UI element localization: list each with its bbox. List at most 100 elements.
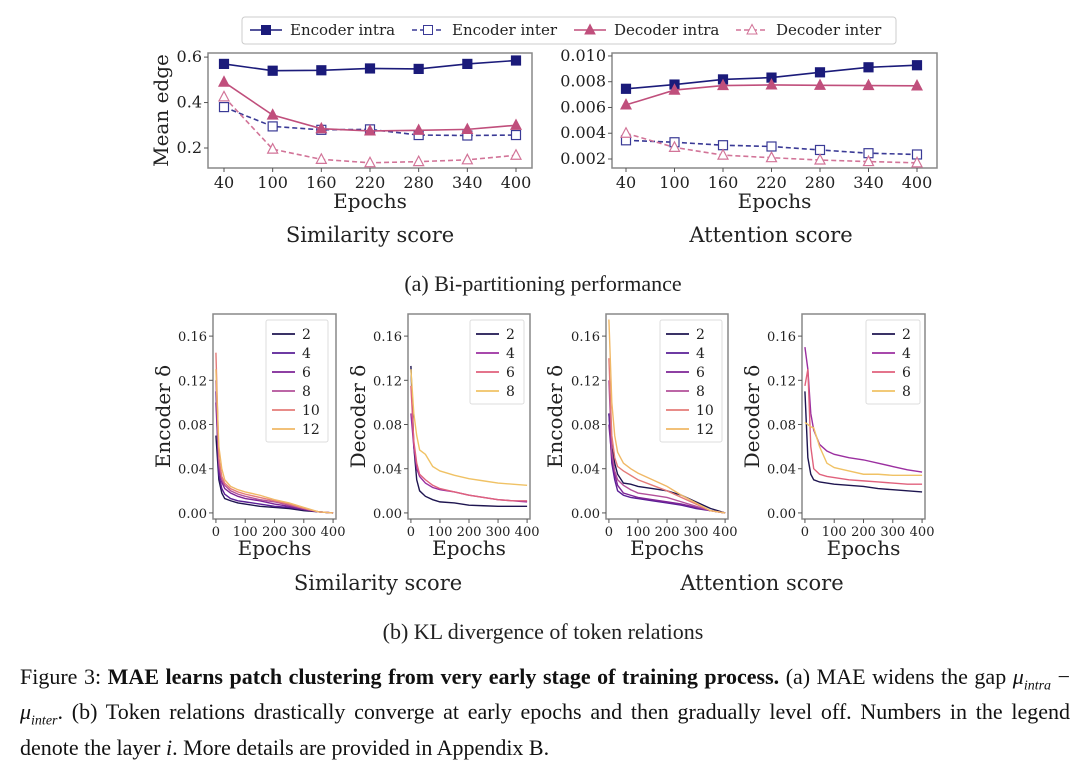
- y-axis-label: Encoder δ: [151, 365, 175, 468]
- legend-marker-triangle: [746, 23, 758, 35]
- caption-part2: . (b) Token relations drastically conver…: [20, 699, 1070, 760]
- data-point-triangle: [218, 90, 230, 102]
- legend-marker-square: [423, 25, 433, 35]
- legend-label: 12: [696, 422, 714, 438]
- y-tick-label: 0.04: [373, 463, 402, 478]
- y-tick-label: 0.00: [178, 507, 207, 522]
- chart-panel-1: 0.002 0.004 0.006 0.008 0.010 40 100 160 220 280 3…: [560, 46, 938, 213]
- legend-label: 8: [302, 384, 311, 400]
- data-point-triangle: [862, 78, 875, 91]
- data-point-triangle: [364, 124, 376, 136]
- caption-label: Figure 3:: [20, 664, 102, 689]
- y-tick-label: 0.16: [373, 330, 402, 345]
- legend-label: Decoder inter: [776, 21, 882, 39]
- caption-part1: (a) MAE widens the gap: [785, 664, 1007, 689]
- data-point-triangle: [862, 154, 875, 167]
- data-point-triangle: [218, 75, 230, 87]
- legend-box: [865, 319, 921, 405]
- legend-label: 10: [696, 403, 714, 419]
- top-legend: Encoder intra Encoder inter Decoder intra D…: [241, 16, 897, 45]
- y-tick-label: 0.00: [571, 507, 600, 522]
- x-tick-label: 340: [853, 173, 884, 192]
- data-point-triangle: [765, 150, 778, 163]
- y-tick-label: 0.12: [767, 374, 796, 389]
- y-tick-label: 0.16: [571, 330, 600, 345]
- series-line-6: [410, 385, 528, 502]
- data-point-triangle: [911, 79, 923, 91]
- x-tick-label: 200: [457, 525, 482, 540]
- series-line-2: [608, 413, 726, 514]
- legend-label: 4: [696, 346, 705, 362]
- subcaption-a: (a) Bi-partitioning performance: [404, 271, 681, 296]
- y-tick-label: 0.04: [767, 463, 796, 478]
- y-tick-label: 0.00: [373, 507, 402, 522]
- legend-box: [469, 319, 525, 405]
- legend-label: 6: [506, 365, 515, 381]
- y-tick-label: 0.2: [177, 138, 202, 157]
- mu-symbol: μ: [20, 699, 32, 725]
- series-line-8: [804, 421, 923, 477]
- data-point-square: [620, 83, 632, 94]
- x-tick-label: 220: [355, 173, 386, 192]
- legend-label: 4: [506, 346, 515, 362]
- data-point-square: [218, 101, 230, 113]
- data-point-triangle: [620, 126, 632, 138]
- data-point-square: [766, 141, 777, 152]
- x-tick-label: 340: [452, 173, 483, 192]
- data-point-triangle: [717, 148, 729, 160]
- data-point-square: [911, 60, 923, 71]
- data-point-triangle: [765, 78, 778, 90]
- x-tick-label: 200: [655, 525, 680, 540]
- x-tick-label: 280: [403, 173, 434, 192]
- caption-bold: MAE learns patch clustering from very ea…: [107, 664, 780, 689]
- y-tick-label: 0.08: [178, 419, 207, 434]
- x-tick-label: 400: [501, 173, 532, 192]
- y-axis-label: Mean edge: [149, 54, 173, 167]
- data-point-square: [510, 55, 522, 66]
- data-point-triangle: [266, 108, 279, 120]
- y-tick-label: 0.6: [177, 47, 202, 66]
- x-tick-label: 160: [306, 173, 337, 192]
- legend-label: 12: [302, 422, 320, 438]
- data-point-square: [510, 129, 522, 141]
- y-axis-label: Encoder δ: [543, 365, 567, 468]
- inter-subscript: inter: [31, 713, 58, 729]
- data-point-triangle: [315, 121, 328, 134]
- legend-label: 6: [302, 365, 311, 381]
- series-line-2: [410, 365, 528, 507]
- x-tick-label: 300: [486, 525, 511, 540]
- legend-label: Encoder inter: [452, 21, 558, 39]
- x-tick-label: 0: [801, 525, 809, 540]
- x-tick-label: 300: [684, 525, 709, 540]
- x-tick-label: 400: [910, 525, 935, 540]
- subcaption-b: (b) KL divergence of token relations: [383, 619, 704, 644]
- x-tick-label: 0: [212, 525, 220, 540]
- data-point-square: [814, 67, 826, 78]
- intra-subscript: intra: [1023, 678, 1052, 694]
- data-point-triangle: [620, 98, 632, 110]
- y-axis-label: Decoder δ: [346, 365, 370, 469]
- data-point-square: [267, 121, 278, 132]
- legend-label: 8: [696, 384, 705, 400]
- y-tick-label: 0.4: [177, 93, 202, 112]
- data-point-triangle: [364, 155, 376, 168]
- x-axis-label: Epochs: [630, 536, 704, 560]
- data-point-square: [814, 144, 826, 156]
- minus-sign: −: [1051, 664, 1071, 689]
- y-tick-label: 0.08: [767, 419, 796, 434]
- data-point-triangle: [412, 123, 425, 135]
- y-tick-label: 0.04: [178, 463, 207, 478]
- legend-label: 4: [902, 346, 911, 362]
- legend-label: 2: [902, 327, 911, 343]
- chart-panel-2: 0.00 0.04 0.08 0.12 0.16 0 100 200 300 400 Epochs E…: [151, 313, 346, 560]
- chart-panel-5: 0.00 0.04 0.08 0.12 0.16 0 100 200 300 400 Epochs D…: [740, 313, 935, 560]
- data-point-square: [218, 58, 230, 70]
- series-line-10: [215, 352, 334, 514]
- x-tick-label: 220: [756, 173, 787, 192]
- x-axis-label: Epochs: [333, 189, 407, 213]
- legend-label: Decoder intra: [614, 21, 719, 39]
- legend-label: 8: [902, 384, 911, 400]
- data-point-triangle: [315, 152, 328, 164]
- x-tick-label: 400: [321, 525, 346, 540]
- chart-panel-4: 0.00 0.04 0.08 0.12 0.16 0 100 200 300 400 Epochs E…: [543, 313, 738, 560]
